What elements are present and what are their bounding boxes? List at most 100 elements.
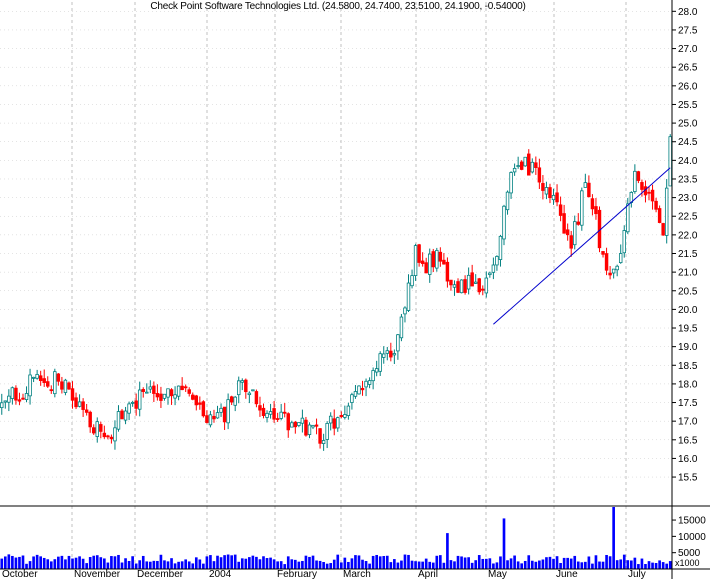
price-tick-label: 17.5 [678,398,698,409]
candle-body [392,353,397,356]
candle-body [113,427,117,442]
candle-body [389,350,393,358]
volume-bar [378,556,382,569]
candle-body [38,375,43,381]
volume-bar [311,555,315,569]
candle-body [353,391,358,397]
candle-body [145,391,149,394]
candle-body [328,415,333,424]
volume-bar [177,561,180,569]
candle-body [297,422,301,426]
price-tick-label: 24.0 [678,156,698,167]
price-tick-label: 21.5 [678,249,698,260]
volume-bar [361,559,364,569]
candle-body [374,368,379,373]
candle-body [201,401,206,417]
candle-body [311,425,315,428]
candle-body [633,170,637,192]
candle-body [258,405,262,411]
volume-bar [145,561,149,569]
candle-body [343,414,347,418]
volume-bar [552,558,555,569]
candle-body [169,389,174,397]
candle-body [622,230,626,254]
volume-bar [354,555,357,569]
volume-bar [216,555,219,569]
volume-bar [78,556,81,569]
volume-bar [481,558,485,569]
candle-body [166,388,170,398]
volume-bar [615,560,619,569]
volume-tick-label: 15000 [678,516,706,527]
candle-body [120,410,124,420]
candle-body [21,397,25,400]
volume-bar [435,555,439,569]
price-tick-label: 23.5 [678,174,698,185]
volume-bar [286,556,290,569]
candle-body [35,374,39,379]
candle-body [127,403,131,414]
volume-bar [474,560,478,569]
volume-bar [117,554,120,569]
volume-bar [170,558,173,569]
candle-body [148,386,153,390]
candle-body [134,400,138,409]
volume-bar [308,556,311,569]
candle-body [420,260,425,264]
volume-bar [88,557,92,569]
volume-bar [446,533,449,569]
month-label: December [137,569,184,579]
volume-bar [248,557,251,569]
volume-bar [591,563,594,569]
candle-body [385,350,390,354]
volume-bar [371,555,375,569]
volume-bar [301,560,304,569]
candle-body [654,200,658,210]
volume-bar [530,560,534,569]
volume-bar [226,554,230,569]
candle-body [162,393,167,399]
candle-body [519,161,524,170]
candle-body [534,162,538,168]
candle-body [626,203,630,233]
volume-bar [166,561,170,569]
volume-bar [187,561,191,569]
candle-body [339,415,344,418]
volume-bar [205,556,209,569]
candle-body [516,165,520,167]
candle-body [31,376,36,379]
candle-body [562,213,566,234]
volume-bar [555,556,559,569]
candle-body [286,413,290,431]
candle-body [590,198,595,210]
candle-body [0,402,4,409]
volume-bar [601,561,605,569]
price-tick-label: 19.5 [678,324,698,335]
volume-bar [467,557,470,569]
volume-bar [343,557,347,569]
price-tick-label: 19.0 [678,342,698,353]
month-label: 2004 [209,569,232,579]
candle-body [364,380,368,388]
candle-body [495,256,499,266]
volume-bar [375,554,378,569]
volume-bar [120,562,124,569]
volume-bar [106,562,110,569]
volume-bar [640,558,644,569]
trendline [493,167,671,325]
volume-bar [548,556,552,569]
volume-bar [53,559,57,569]
volume-bar [513,555,516,569]
volume-bar [269,557,272,569]
volume-bar [495,562,499,569]
candle-body [555,192,559,203]
candle-body [272,408,276,420]
candle-body [336,417,340,429]
volume-bar [477,555,481,569]
candle-body [530,161,535,173]
candle-body [70,388,75,401]
volume-bar [456,555,460,569]
price-tick-label: 20.5 [678,286,698,297]
candle-body [661,223,665,236]
candle-body [180,385,184,391]
